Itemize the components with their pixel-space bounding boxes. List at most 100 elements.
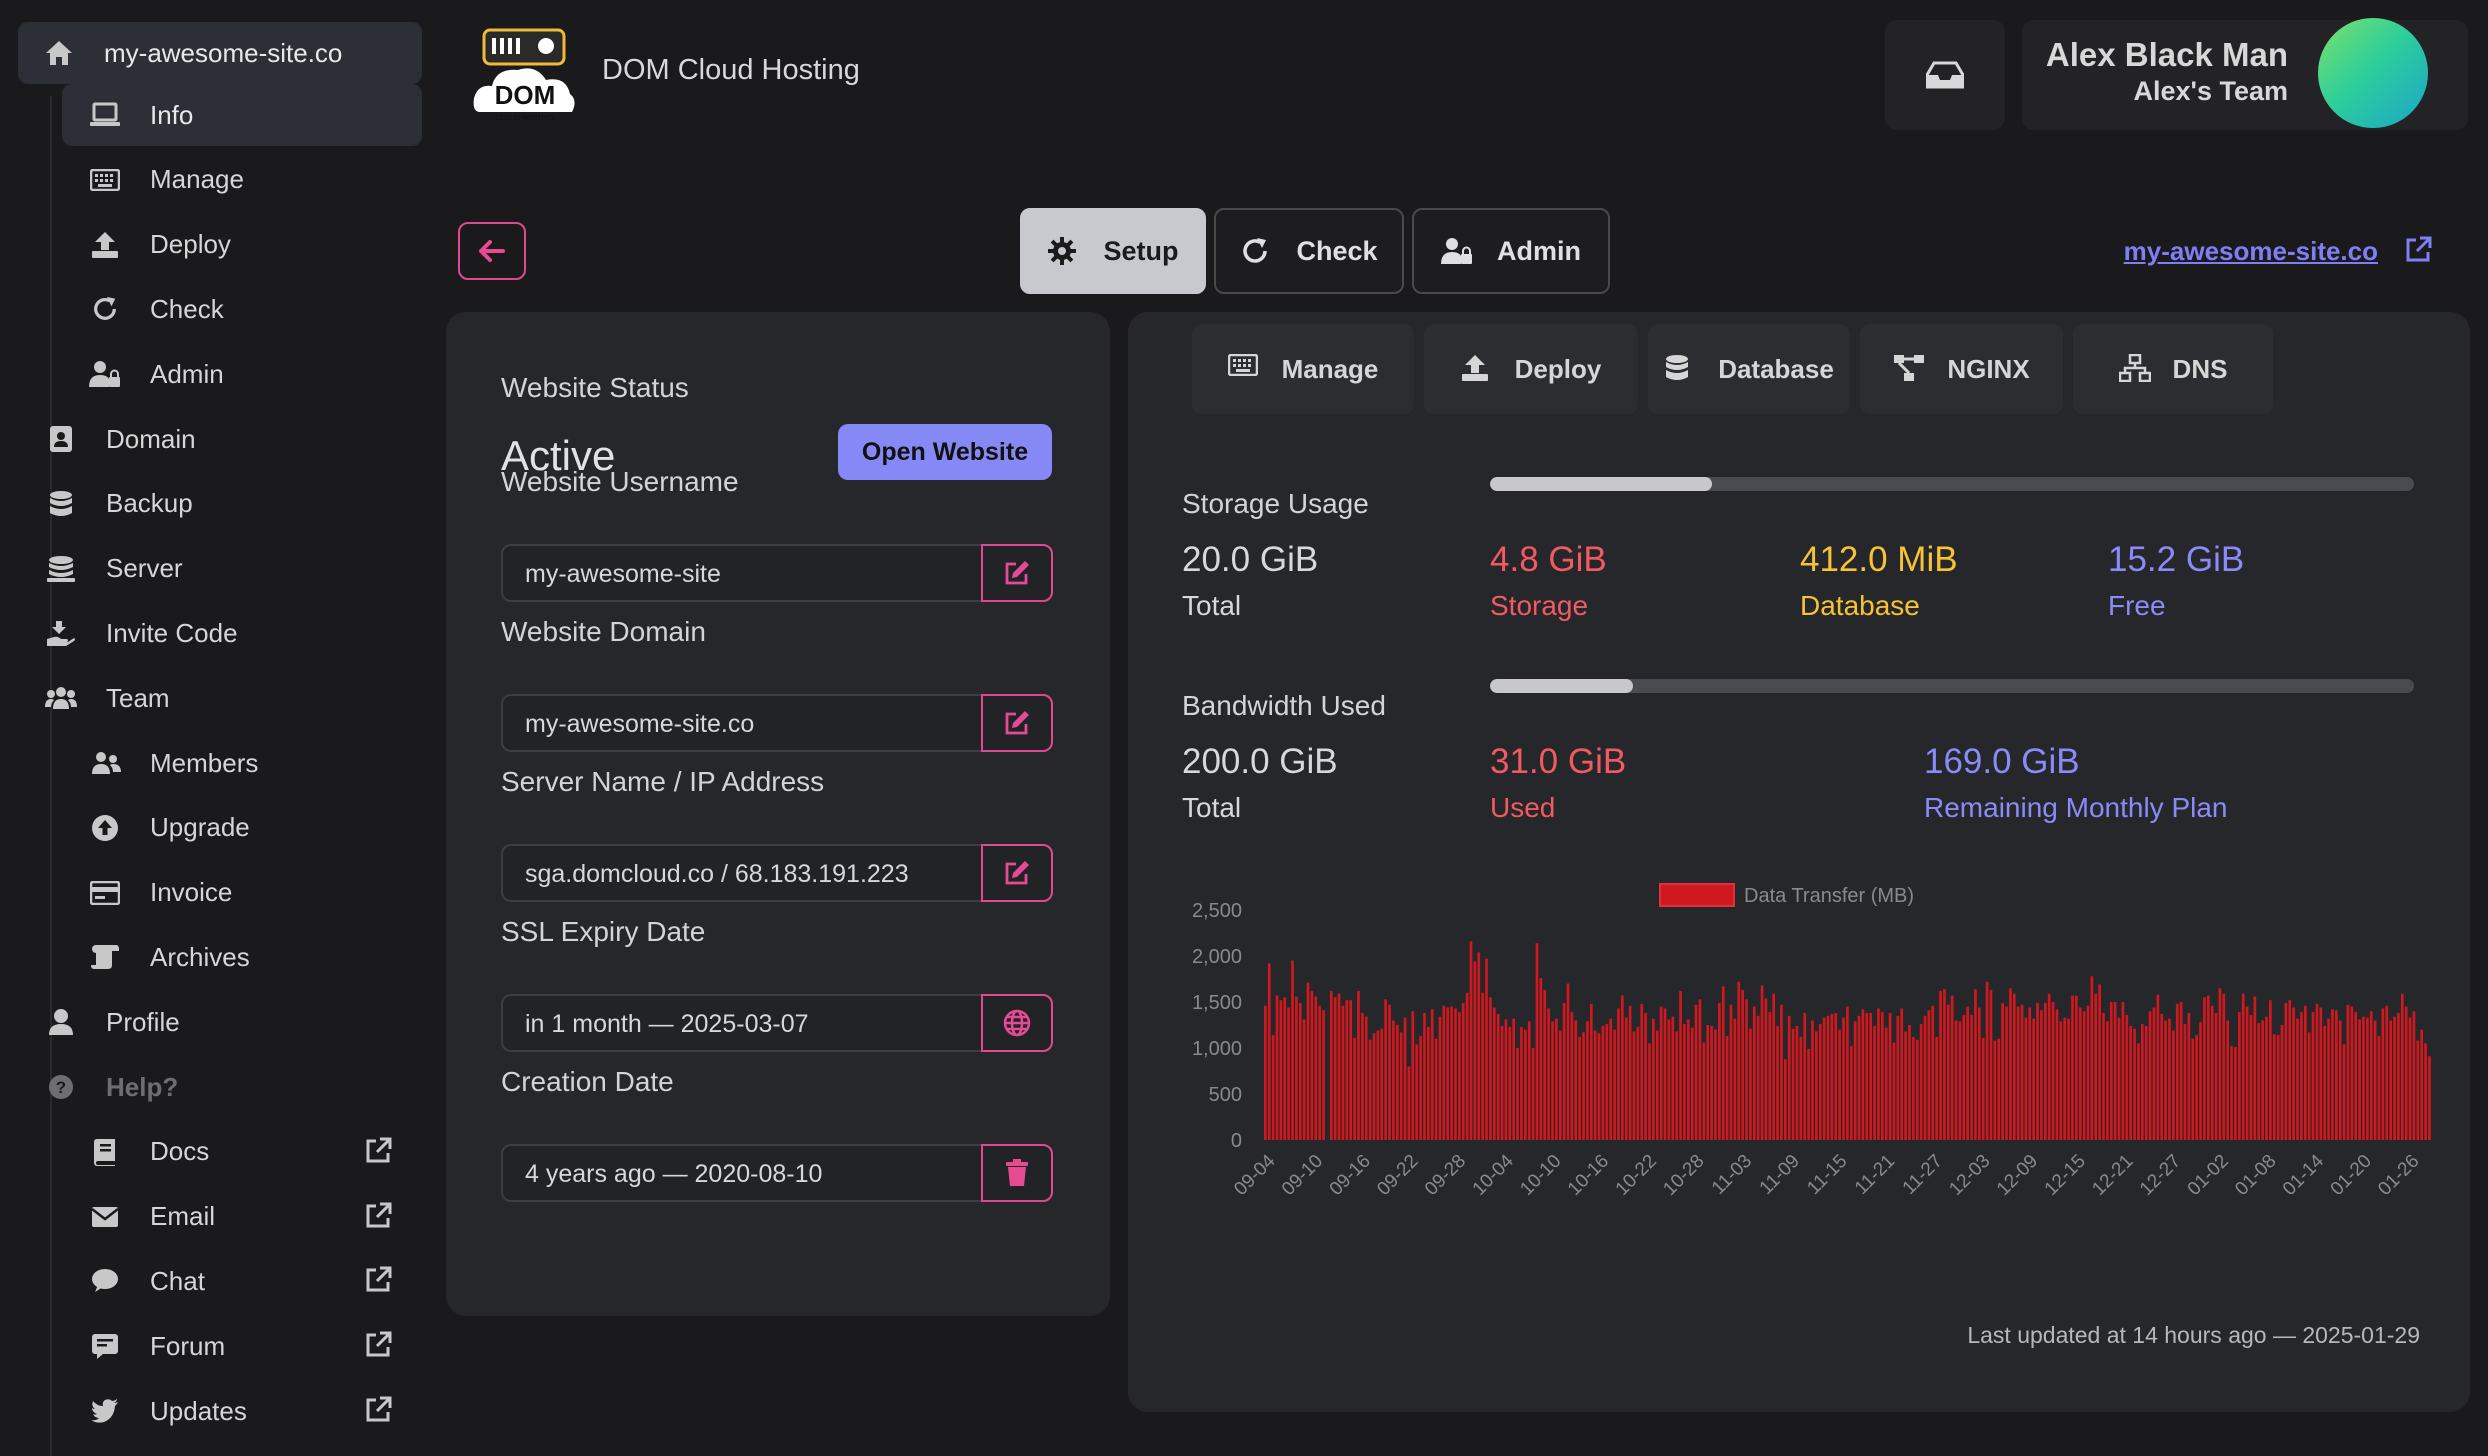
bar[interactable] <box>2284 1002 2288 1140</box>
bar[interactable] <box>2043 1002 2047 1140</box>
bar[interactable] <box>1264 1005 1267 1140</box>
bar[interactable] <box>2098 984 2101 1140</box>
bar[interactable] <box>1543 990 1547 1140</box>
bar[interactable] <box>1644 1013 1647 1140</box>
bar[interactable] <box>1683 1024 1686 1140</box>
bar[interactable] <box>1714 1029 1717 1140</box>
bar[interactable] <box>2001 1002 2004 1140</box>
bar[interactable] <box>2156 994 2160 1140</box>
bar[interactable] <box>2203 997 2206 1140</box>
bar[interactable] <box>1555 1018 1558 1140</box>
bar[interactable] <box>1322 1010 1325 1140</box>
bar[interactable] <box>1589 1003 1593 1140</box>
sidebar-item-check[interactable]: Check <box>62 278 422 340</box>
bar[interactable] <box>1279 1000 1283 1140</box>
bar[interactable] <box>1818 1024 1822 1140</box>
back-button[interactable] <box>458 222 526 280</box>
bar[interactable] <box>1411 1011 1415 1140</box>
bar[interactable] <box>1776 1025 1779 1140</box>
external-link-icon[interactable] <box>364 1331 394 1361</box>
sidebar-item-info[interactable]: Info <box>62 84 422 146</box>
bar[interactable] <box>1399 1032 1403 1140</box>
bar[interactable] <box>1298 1002 1302 1140</box>
bar[interactable] <box>1570 1012 1574 1140</box>
bar[interactable] <box>1958 1021 1962 1140</box>
bar[interactable] <box>2288 1000 2292 1140</box>
bar[interactable] <box>1943 989 1946 1140</box>
bar[interactable] <box>1442 1005 1446 1140</box>
bar[interactable] <box>1458 1012 1461 1140</box>
bar[interactable] <box>1430 1009 1434 1140</box>
bar[interactable] <box>1877 1008 1880 1140</box>
bar[interactable] <box>2381 1008 2385 1140</box>
bar[interactable] <box>2358 1019 2361 1140</box>
bar[interactable] <box>2272 1034 2276 1140</box>
bar[interactable] <box>1407 1066 1411 1140</box>
bar[interactable] <box>2261 1020 2264 1140</box>
bar[interactable] <box>2331 1009 2334 1140</box>
bar[interactable] <box>2168 1018 2171 1140</box>
bar[interactable] <box>1481 992 1484 1140</box>
bar[interactable] <box>1846 1006 1849 1140</box>
bar[interactable] <box>1857 1015 1861 1140</box>
bar[interactable] <box>1908 1025 1911 1140</box>
bar[interactable] <box>2191 1038 2195 1140</box>
bar[interactable] <box>1655 1030 1659 1140</box>
bar[interactable] <box>2075 995 2078 1140</box>
subtab-deploy[interactable]: Deploy <box>1424 324 1638 414</box>
bar[interactable] <box>1477 952 1481 1140</box>
bar[interactable] <box>1388 1004 1391 1140</box>
bar[interactable] <box>1593 1030 1597 1140</box>
bar[interactable] <box>1764 998 1768 1140</box>
bar[interactable] <box>2315 1003 2319 1140</box>
bar[interactable] <box>1628 1005 1632 1140</box>
bar[interactable] <box>2113 1002 2117 1140</box>
bar[interactable] <box>1783 1059 1787 1140</box>
bar[interactable] <box>2362 1016 2365 1140</box>
bar[interactable] <box>1772 993 1776 1140</box>
bar[interactable] <box>2090 976 2094 1140</box>
edit-button[interactable] <box>981 694 1053 752</box>
bar[interactable] <box>2400 993 2404 1140</box>
bar[interactable] <box>2086 1005 2090 1140</box>
bar[interactable] <box>1489 997 1492 1140</box>
bar[interactable] <box>1826 1015 1830 1140</box>
bar[interactable] <box>2253 996 2257 1140</box>
bar[interactable] <box>2412 1011 2416 1140</box>
bar[interactable] <box>1566 983 1570 1140</box>
bar[interactable] <box>2160 1013 2164 1140</box>
bar[interactable] <box>2428 1056 2431 1140</box>
bar[interactable] <box>1718 1002 1721 1140</box>
bar[interactable] <box>1380 1028 1384 1140</box>
bar[interactable] <box>2032 1018 2035 1140</box>
bar[interactable] <box>1873 1025 1876 1140</box>
bar[interactable] <box>2265 1016 2268 1140</box>
bar[interactable] <box>1578 1036 1581 1140</box>
bar[interactable] <box>1609 1018 1613 1140</box>
subtab-dns[interactable]: DNS <box>2073 324 2273 414</box>
bar[interactable] <box>2016 1006 2020 1140</box>
bar[interactable] <box>1974 989 1977 1140</box>
bar[interactable] <box>1745 999 1748 1140</box>
avatar[interactable] <box>2318 18 2428 128</box>
sidebar-item-domain[interactable]: Domain <box>18 408 422 470</box>
external-link-icon[interactable] <box>364 1137 394 1167</box>
bar[interactable] <box>1531 1048 1535 1140</box>
bar[interactable] <box>2055 1009 2059 1140</box>
bar[interactable] <box>1562 1002 1566 1140</box>
bar[interactable] <box>2334 1010 2338 1140</box>
legend-swatch[interactable] <box>1659 883 1735 907</box>
bar[interactable] <box>1527 1021 1531 1140</box>
bar[interactable] <box>1364 1016 1368 1140</box>
bar[interactable] <box>1295 996 1298 1140</box>
bar[interactable] <box>2071 995 2074 1140</box>
bar[interactable] <box>2300 1012 2303 1140</box>
bar[interactable] <box>1271 1035 1275 1140</box>
bar[interactable] <box>1768 1012 1772 1140</box>
bar[interactable] <box>1993 1040 1997 1140</box>
bar[interactable] <box>1500 1025 1504 1140</box>
bar[interactable] <box>1617 1008 1620 1140</box>
field-input[interactable]: 4 years ago — 2020-08-10 <box>501 1144 1053 1202</box>
bar[interactable] <box>1357 990 1360 1140</box>
bar[interactable] <box>2036 1002 2039 1140</box>
